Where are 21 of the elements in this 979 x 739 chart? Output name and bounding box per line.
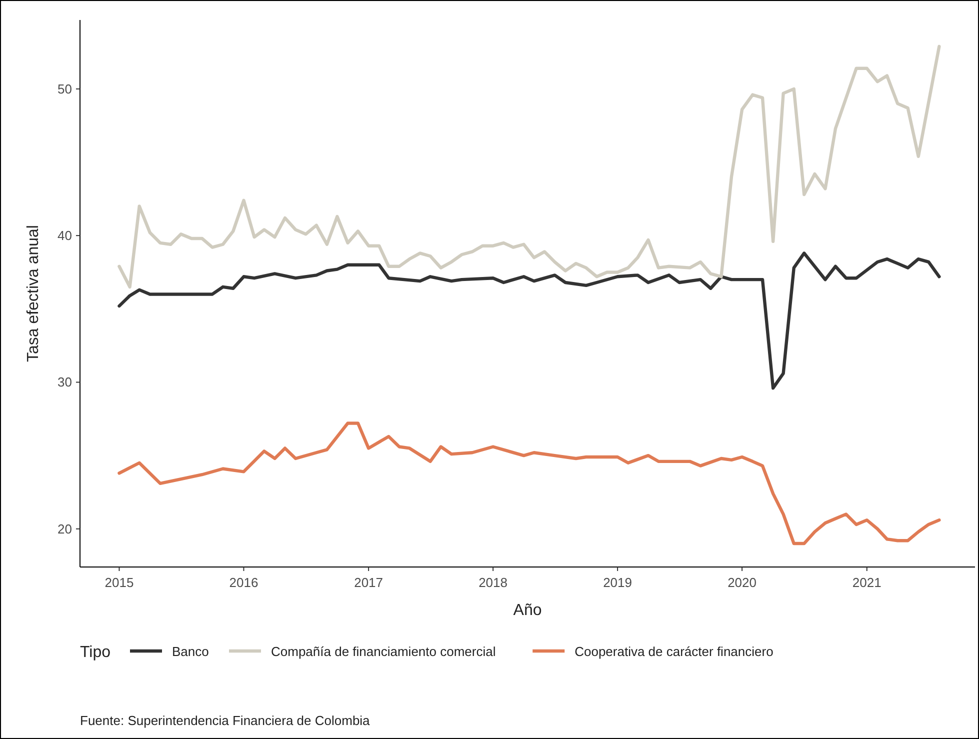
x-tick-label: 2015 bbox=[104, 575, 134, 590]
line-series bbox=[118, 422, 941, 546]
x-tick-label: 2018 bbox=[478, 575, 508, 590]
line-series bbox=[118, 252, 941, 390]
x-tick-label: 2016 bbox=[229, 575, 258, 590]
y-tick-label: 40 bbox=[58, 228, 72, 244]
x-tick-label: 2017 bbox=[354, 575, 384, 590]
y-axis-title: Tasa efectiva anual bbox=[25, 225, 42, 362]
x-tick-label: 2020 bbox=[728, 575, 756, 590]
x-tick-label: 2019 bbox=[603, 575, 632, 590]
line-series bbox=[118, 44, 941, 288]
y-tick-label: 50 bbox=[58, 81, 72, 96]
y-tick-label: 30 bbox=[58, 374, 72, 390]
legend-title: Tipo bbox=[80, 644, 111, 661]
legend-label: Banco bbox=[172, 644, 209, 659]
source-note: Fuente: Superintendencia Financiera de Colombia bbox=[80, 713, 371, 728]
x-axis-title: Año bbox=[513, 602, 542, 619]
legend-label: Compañía de financiamiento comercial bbox=[271, 644, 496, 659]
y-tick-label: 20 bbox=[58, 521, 72, 536]
x-tick-label: 2021 bbox=[852, 575, 882, 590]
legend-label: Cooperativa de carácter financiero bbox=[574, 644, 774, 659]
